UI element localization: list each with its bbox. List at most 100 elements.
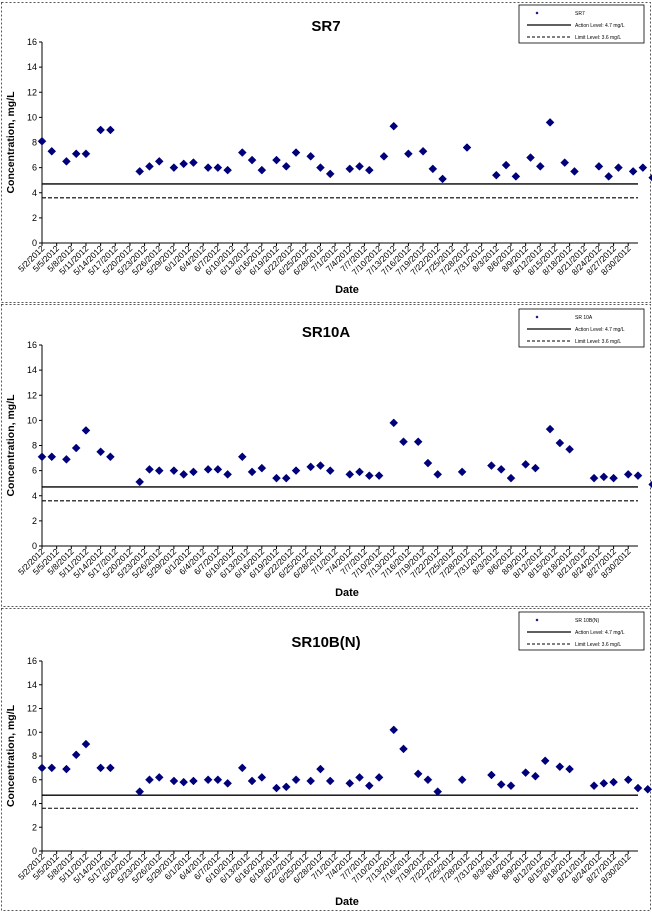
data-point <box>97 448 105 456</box>
data-point <box>497 465 505 473</box>
data-point <box>155 157 163 165</box>
data-point <box>614 164 622 172</box>
data-point <box>97 126 105 134</box>
legend-label: SR7 <box>575 11 585 17</box>
data-point <box>97 764 105 772</box>
data-point <box>390 122 398 130</box>
data-point <box>282 162 290 170</box>
data-point <box>326 777 334 785</box>
y-tick-label: 8 <box>32 751 37 761</box>
data-point <box>180 160 188 168</box>
data-point <box>307 463 315 471</box>
y-tick-label: 6 <box>32 466 37 476</box>
data-point <box>439 175 447 183</box>
data-point <box>204 465 212 473</box>
data-point <box>429 165 437 173</box>
data-point <box>365 782 373 790</box>
data-point <box>48 764 56 772</box>
data-point <box>204 164 212 172</box>
data-point <box>610 474 618 482</box>
data-point <box>136 788 144 796</box>
data-point <box>458 468 466 476</box>
y-tick-label: 2 <box>32 516 37 526</box>
data-point <box>82 740 90 748</box>
y-tick-label: 12 <box>27 704 37 714</box>
data-point <box>556 439 564 447</box>
y-tick-label: 16 <box>27 340 37 350</box>
data-point <box>170 777 178 785</box>
legend-label: Action Level: 4.7 mg/L <box>575 327 625 333</box>
data-point <box>238 453 246 461</box>
data-point <box>356 162 364 170</box>
data-point <box>414 438 422 446</box>
data-point <box>248 156 256 164</box>
data-point <box>307 152 315 160</box>
data-point <box>502 161 510 169</box>
legend-label: Action Level: 4.7 mg/L <box>575 630 625 636</box>
data-point <box>272 784 280 792</box>
x-axis-label: Date <box>335 284 359 296</box>
data-point <box>507 474 515 482</box>
data-point <box>390 726 398 734</box>
data-point <box>492 171 500 179</box>
data-point <box>356 468 364 476</box>
y-tick-label: 16 <box>27 37 37 47</box>
data-point <box>434 788 442 796</box>
data-point <box>375 773 383 781</box>
data-point <box>590 474 598 482</box>
y-tick-label: 16 <box>27 656 37 666</box>
data-point <box>145 465 153 473</box>
data-point <box>365 166 373 174</box>
data-point <box>605 172 613 180</box>
data-point <box>649 480 652 488</box>
data-point <box>546 118 554 126</box>
data-point <box>292 149 300 157</box>
data-point <box>316 462 324 470</box>
data-point <box>346 779 354 787</box>
data-point <box>180 778 188 786</box>
data-point <box>38 453 46 461</box>
data-point <box>48 453 56 461</box>
data-point <box>82 426 90 434</box>
data-point <box>224 779 232 787</box>
y-axis-label: Concentration, mg/L <box>5 91 17 194</box>
data-point <box>536 162 544 170</box>
data-point <box>170 467 178 475</box>
data-point <box>541 757 549 765</box>
data-point <box>48 147 56 155</box>
data-point <box>62 765 70 773</box>
data-point <box>610 778 618 786</box>
data-point <box>414 770 422 778</box>
data-point <box>204 776 212 784</box>
data-point <box>155 467 163 475</box>
data-point <box>531 772 539 780</box>
data-point <box>458 776 466 784</box>
y-tick-label: 10 <box>27 415 37 425</box>
data-point <box>307 777 315 785</box>
y-tick-label: 14 <box>27 365 37 375</box>
data-point <box>136 478 144 486</box>
data-point <box>38 764 46 772</box>
chart-title: SR10A <box>302 324 351 341</box>
data-point <box>145 162 153 170</box>
y-tick-label: 4 <box>32 491 37 501</box>
data-point <box>258 166 266 174</box>
data-point <box>326 467 334 475</box>
data-point <box>214 164 222 172</box>
y-tick-label: 8 <box>32 138 37 148</box>
data-point <box>106 764 114 772</box>
data-point <box>390 419 398 427</box>
data-point <box>316 765 324 773</box>
data-point <box>248 777 256 785</box>
y-tick-label: 14 <box>27 680 37 690</box>
chart-title: SR10B(N) <box>291 634 360 651</box>
data-point <box>62 455 70 463</box>
chart-title: SR7 <box>311 18 340 35</box>
data-point <box>522 460 530 468</box>
y-tick-label: 10 <box>27 112 37 122</box>
legend-label: Limit Level: 3.6 mg/L <box>575 35 621 41</box>
data-point <box>136 167 144 175</box>
data-point <box>590 782 598 790</box>
legend-label: SR 10B(N) <box>575 618 600 624</box>
